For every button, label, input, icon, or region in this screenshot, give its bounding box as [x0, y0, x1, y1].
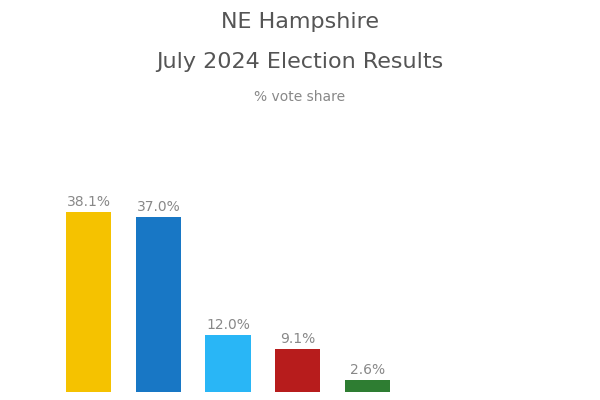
Text: 38.1%: 38.1%: [67, 195, 111, 209]
Text: 9.1%: 9.1%: [280, 332, 315, 346]
Bar: [275, 349, 320, 392]
Text: 2.6%: 2.6%: [350, 363, 385, 377]
Text: NE Hampshire: NE Hampshire: [221, 12, 379, 32]
Bar: [66, 212, 112, 392]
Bar: [205, 335, 251, 392]
Text: 12.0%: 12.0%: [206, 318, 250, 332]
Text: % vote share: % vote share: [254, 90, 346, 104]
Text: July 2024 Election Results: July 2024 Election Results: [157, 52, 443, 72]
Bar: [344, 380, 390, 392]
Bar: [136, 217, 181, 392]
Text: 37.0%: 37.0%: [137, 200, 180, 214]
